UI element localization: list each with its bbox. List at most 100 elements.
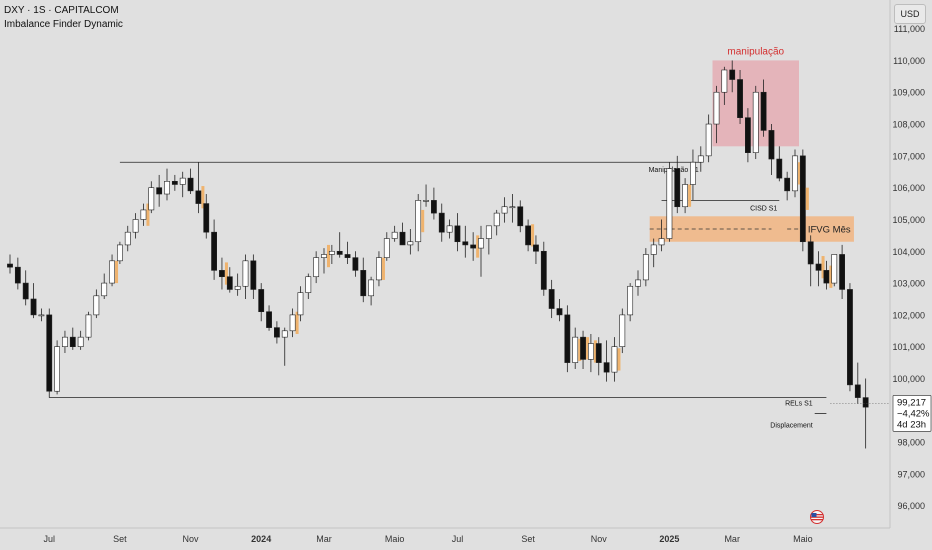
candle[interactable] (187, 177, 194, 192)
candle[interactable] (705, 123, 712, 157)
currency-button[interactable]: USD (894, 4, 926, 24)
candle[interactable] (305, 276, 312, 293)
candle[interactable] (485, 225, 492, 239)
indicator-title[interactable]: Imbalance Finder Dynamic (4, 19, 123, 30)
candle[interactable] (509, 206, 516, 209)
candle[interactable] (430, 200, 437, 214)
candle[interactable] (383, 238, 390, 258)
candle[interactable] (752, 91, 759, 153)
candle[interactable] (454, 225, 461, 243)
candle[interactable] (376, 257, 382, 281)
candle[interactable] (823, 270, 830, 284)
candle[interactable] (391, 231, 398, 239)
candle[interactable] (862, 397, 869, 408)
candle[interactable] (109, 260, 115, 284)
candle[interactable] (831, 254, 838, 284)
candle[interactable] (603, 362, 610, 373)
candle[interactable] (242, 260, 249, 287)
candle[interactable] (438, 212, 445, 233)
candle[interactable] (650, 244, 657, 255)
candle[interactable] (273, 327, 280, 338)
candle[interactable] (674, 168, 681, 208)
candle[interactable] (564, 314, 571, 363)
candle[interactable] (195, 190, 202, 204)
candle[interactable] (815, 263, 822, 271)
candle[interactable] (501, 206, 508, 214)
candle[interactable] (493, 212, 500, 227)
candle[interactable] (219, 270, 225, 278)
candle[interactable] (179, 177, 186, 185)
candle[interactable] (847, 289, 853, 386)
candle[interactable] (156, 187, 163, 195)
candle[interactable] (658, 238, 665, 246)
candle[interactable] (517, 206, 524, 227)
candle[interactable] (226, 276, 233, 290)
candle[interactable] (776, 158, 783, 179)
candle[interactable] (352, 257, 359, 271)
candle[interactable] (737, 79, 743, 118)
candle[interactable] (713, 91, 720, 125)
candle[interactable] (7, 263, 13, 268)
candle[interactable] (478, 238, 484, 249)
candle[interactable] (336, 250, 343, 255)
symbol-title[interactable]: DXY · 1S · CAPITALCOM (4, 5, 119, 16)
candle[interactable] (77, 336, 84, 347)
candle[interactable] (682, 184, 688, 208)
candle[interactable] (38, 314, 45, 317)
candle[interactable] (635, 279, 641, 287)
candle[interactable] (62, 336, 68, 347)
candle[interactable] (462, 241, 469, 246)
candle[interactable] (446, 225, 453, 233)
candle[interactable] (721, 69, 728, 93)
candle[interactable] (611, 346, 618, 373)
candle[interactable] (321, 254, 327, 258)
candle[interactable] (729, 69, 736, 80)
candle[interactable] (30, 298, 37, 316)
candle[interactable] (344, 254, 351, 258)
candle[interactable] (171, 181, 178, 185)
candle[interactable] (289, 314, 296, 332)
candle[interactable] (124, 231, 131, 246)
candle[interactable] (54, 346, 60, 392)
candle[interactable] (164, 181, 170, 195)
candle[interactable] (572, 336, 579, 363)
candle[interactable] (839, 254, 845, 290)
candle[interactable] (69, 336, 76, 347)
candle[interactable] (470, 244, 477, 249)
candle[interactable] (368, 279, 374, 297)
candle[interactable] (234, 285, 241, 290)
candle[interactable] (14, 266, 21, 284)
candle[interactable] (328, 250, 335, 255)
candle[interactable] (266, 311, 272, 328)
candle[interactable] (250, 260, 257, 290)
us-flag-icon[interactable] (808, 510, 826, 524)
candle[interactable] (117, 244, 123, 262)
candle[interactable] (587, 343, 594, 360)
candle[interactable] (360, 270, 367, 297)
candle[interactable] (258, 289, 265, 313)
candle[interactable] (399, 231, 406, 246)
candle[interactable] (101, 282, 108, 297)
candle[interactable] (46, 314, 53, 392)
candle[interactable] (132, 219, 139, 233)
candle[interactable] (533, 244, 539, 252)
candle[interactable] (666, 168, 673, 239)
candle[interactable] (642, 254, 649, 281)
candle[interactable] (93, 295, 100, 316)
candle[interactable] (407, 241, 414, 246)
candle[interactable] (784, 177, 791, 192)
candle[interactable] (540, 250, 547, 290)
candle[interactable] (690, 161, 696, 185)
candle[interactable] (548, 289, 555, 309)
candle[interactable] (22, 282, 29, 300)
candle[interactable] (619, 314, 626, 347)
candle[interactable] (697, 155, 704, 163)
candle[interactable] (792, 155, 798, 192)
candle[interactable] (423, 200, 429, 202)
candle[interactable] (595, 343, 602, 363)
candle[interactable] (627, 285, 634, 316)
candle[interactable] (281, 330, 288, 338)
candle[interactable] (807, 241, 814, 265)
